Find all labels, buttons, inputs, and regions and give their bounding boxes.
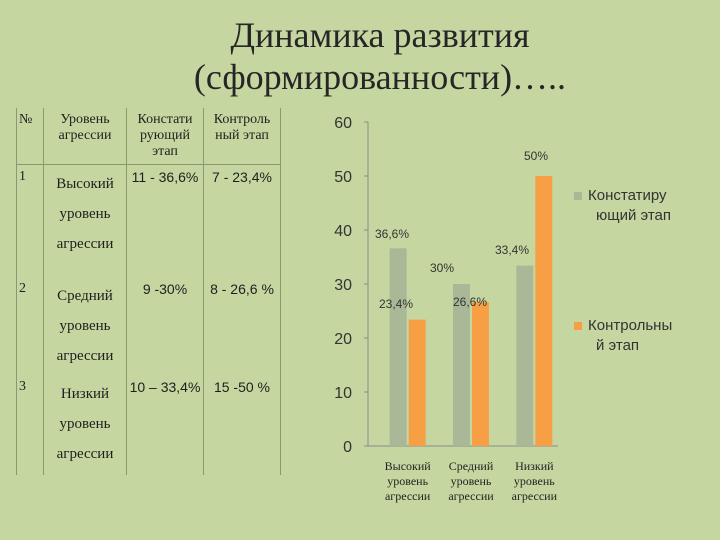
row-level: Низкий уровень агрессии [43, 374, 127, 475]
y-tick-label: 20 [334, 331, 352, 348]
table-row: 1 Высокий уровень агрессии 11 - 36,6% 7 … [16, 164, 281, 277]
header-stage1: Констати рующий этап [126, 108, 204, 165]
row-stage2: 15 -50 % [203, 374, 281, 475]
header-level: Уровень агрессии [43, 108, 127, 165]
y-tick-label: 10 [334, 385, 352, 402]
bar-stage1 [453, 284, 470, 446]
bar-stage1 [516, 265, 534, 446]
data-label: 26,6% [453, 295, 487, 309]
data-label: 30% [430, 261, 454, 275]
table-row: 2 Средний уровень агрессии 9 -30% 8 - 26… [16, 276, 281, 375]
row-level: Средний уровень агрессии [43, 276, 127, 375]
data-label: 50% [524, 149, 548, 163]
legend-label: Контрольны й этап [588, 317, 672, 354]
legend-swatch [574, 192, 582, 200]
header-stage2: Контроль ный этап [203, 108, 281, 165]
legend-swatch [574, 322, 582, 330]
data-label: 33,4% [495, 243, 529, 257]
page-title: Динамика развития (сформированности)….. [120, 14, 640, 98]
data-label: 36,6% [375, 227, 409, 241]
row-number: 1 [16, 164, 44, 277]
bar-stage2 [535, 176, 553, 446]
row-number: 3 [16, 374, 44, 475]
y-tick-label: 60 [334, 115, 352, 132]
title-line-2: (сформированности)….. [193, 57, 567, 97]
table-header-row: № Уровень агрессии Констати рующий этап … [16, 108, 281, 165]
bar-chart: 0 10 20 30 40 50 60 Высокий уровень агрессии Средн… [334, 115, 672, 503]
y-tick-label: 30 [334, 277, 352, 294]
title-line-1: Динамика развития [230, 15, 530, 55]
y-tick-label: 0 [343, 439, 352, 456]
legend-label: Констатиру ющий этап [588, 187, 671, 224]
data-label: 23,4% [379, 297, 413, 311]
x-category-label: Высокий уровень агрессии [385, 459, 432, 503]
row-stage2: 7 - 23,4% [203, 164, 281, 277]
row-number: 2 [16, 276, 44, 375]
x-category-label: Средний уровень агрессии [448, 459, 494, 503]
bar-stage2 [408, 319, 426, 446]
row-stage2: 8 - 26,6 % [203, 276, 281, 375]
row-stage1: 10 – 33,4% [126, 374, 204, 475]
results-table: № Уровень агрессии Констати рующий этап … [16, 108, 281, 475]
bar-stage2 [472, 302, 489, 446]
y-tick-label: 50 [334, 169, 352, 186]
bar-stage1 [389, 248, 407, 446]
row-stage1: 11 - 36,6% [126, 164, 204, 277]
header-number: № [16, 108, 44, 165]
y-tick-label: 40 [334, 223, 352, 240]
row-stage1: 9 -30% [126, 276, 204, 375]
x-category-label: Низкий уровень агрессии [512, 459, 558, 503]
table-row: 3 Низкий уровень агрессии 10 – 33,4% 15 … [16, 374, 281, 475]
row-level: Высокий уровень агрессии [43, 164, 127, 277]
